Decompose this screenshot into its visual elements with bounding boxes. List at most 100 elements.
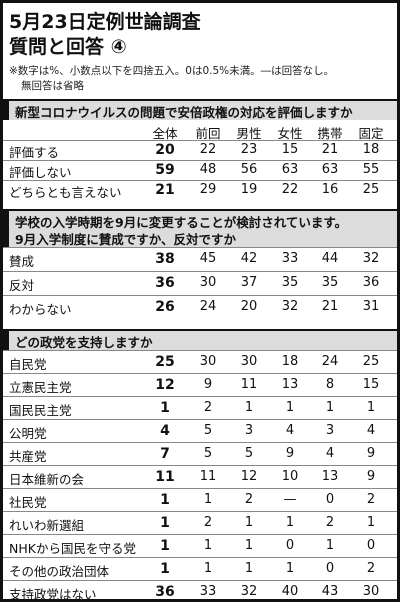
cell-value: 2 [244,491,254,507]
cell-value: 11 [240,376,258,392]
cell-value: 32 [281,299,299,314]
cell-value: 1 [203,537,213,553]
column-header: 全体 [152,126,178,141]
cell-value: 22 [281,182,299,197]
cell-value: 42 [240,251,258,266]
row-separator [3,511,397,512]
cell-value: 55 [362,162,380,177]
cell-value: 9 [366,468,376,484]
cell-value: 16 [321,182,339,197]
cell-value: 43 [321,583,339,599]
question-text: 学校の入学時期を9月に変更することが検討されています。 [15,215,348,230]
cell-value: 36 [155,275,175,291]
row-label: 公明党 [9,425,47,441]
cell-value: 9 [285,445,295,461]
cell-value: 5 [244,445,254,461]
row-separator [3,247,397,248]
cell-value: 36 [362,275,380,290]
cell-value: 5 [203,422,213,438]
cell-value: 4 [160,422,170,439]
subtitle: 質問と回答 ④ [9,36,127,58]
row-label: 評価する [9,145,60,160]
note: 無回答は省略 [21,80,84,92]
column-header: 固定 [358,126,384,141]
cell-value: 20 [240,299,258,314]
cell-value: 21 [155,182,175,198]
row-label: 賛成 [9,254,35,269]
cell-value: 3 [244,422,254,438]
cell-value: 30 [362,583,380,599]
cell-value: 1 [160,399,170,416]
cell-value: 2 [366,491,376,507]
cell-value: 1 [203,560,213,576]
cell-value: 33 [281,251,299,266]
cell-value: 1 [325,399,335,415]
row-separator [3,160,397,161]
row-label: どちらとも言えない [9,185,122,200]
cell-value: 30 [199,275,217,290]
column-header: 前回 [195,126,221,141]
cell-value: 1 [244,399,254,415]
cell-value: 29 [199,182,217,197]
cell-value: 19 [240,182,258,197]
cell-value: 1 [160,514,170,531]
cell-value: 1 [160,491,170,508]
cell-value: 1 [366,399,376,415]
cell-value: 32 [362,251,380,266]
row-separator [3,465,397,466]
cell-value: 11 [199,468,217,484]
cell-value: 45 [199,251,217,266]
row-separator [3,373,397,374]
column-header: 男性 [236,126,262,141]
cell-value: 1 [203,491,213,507]
row-label: 評価しない [9,165,72,180]
cell-value: 4 [285,422,295,438]
row-label: 社民党 [9,494,47,510]
cell-value: 0 [325,491,335,507]
question-header: 新型コロナウイルスの問題で安倍政権の対応を評価しますか [3,99,397,120]
cell-value: 9 [366,445,376,461]
row-separator [3,580,397,581]
row-separator [3,396,397,397]
cell-value: 63 [321,162,339,177]
row-label: 日本維新の会 [9,471,85,487]
cell-value: 12 [155,376,175,393]
cell-value: 22 [199,142,217,157]
cell-value: 33 [199,583,217,599]
cell-value: 35 [321,275,339,290]
cell-value: 4 [366,422,376,438]
row-label: 反対 [9,278,35,293]
cell-value: 4 [325,445,335,461]
cell-value: 44 [321,251,339,266]
cell-value: 1 [244,537,254,553]
row-separator [3,557,397,558]
row-separator [3,295,397,296]
cell-value: 1 [366,514,376,530]
cell-value: 1 [160,537,170,554]
cell-value: 63 [281,162,299,177]
row-separator [3,488,397,489]
cell-value: 30 [240,353,258,369]
cell-value: 7 [160,445,170,462]
column-header: 女性 [277,126,303,141]
cell-value: 10 [281,468,299,484]
question-header: どの政党を支持しますか [3,329,397,350]
row-label: 立憲民主党 [9,379,72,395]
cell-value: 32 [240,583,258,599]
cell-value: 0 [285,537,295,553]
cell-value: 36 [155,583,175,600]
cell-value: 59 [155,162,175,178]
row-label: 支持政党はない [9,586,97,602]
cell-value: — [283,491,297,507]
cell-value: 13 [281,376,299,392]
cell-value: 0 [366,537,376,553]
column-header: 携帯 [317,126,343,141]
cell-value: 35 [281,275,299,290]
title: 5月23日定例世論調査 [9,11,201,33]
cell-value: 2 [203,514,213,530]
cell-value: 1 [285,514,295,530]
cell-value: 48 [199,162,217,177]
cell-value: 56 [240,162,258,177]
cell-value: 0 [325,560,335,576]
row-label: NHKから国民を守る党 [9,540,136,556]
